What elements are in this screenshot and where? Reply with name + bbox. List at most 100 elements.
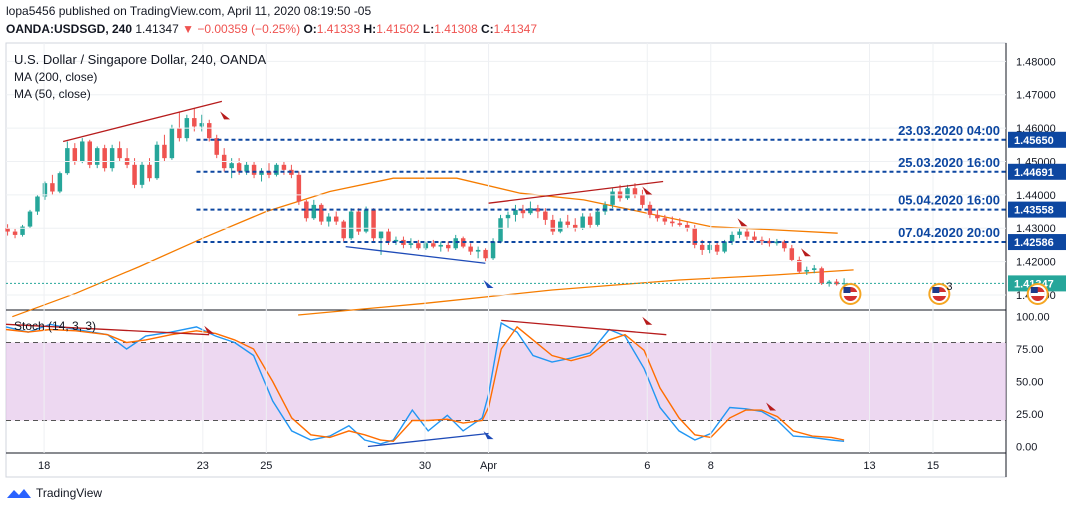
level-price-tag: [1008, 131, 1066, 148]
down-arrow-marker-icon: [204, 325, 215, 334]
stoch-tick-label: 50.00: [1016, 377, 1044, 389]
trend-line-red: [5, 323, 210, 336]
candle-body: [580, 216, 585, 229]
candle-body: [744, 231, 750, 237]
price-tick-label: 1.47000: [1016, 90, 1056, 102]
event-flag-canton: [843, 287, 851, 293]
candle-body: [625, 188, 630, 199]
candle-body: [550, 219, 556, 232]
candle-body: [169, 128, 175, 159]
level-label: 23.03.2020 04:00: [898, 123, 1000, 138]
stoch-tick-label: 100.00: [1016, 312, 1050, 324]
candle-body: [12, 231, 18, 235]
time-tick-label: 18: [38, 460, 50, 472]
candle-body: [528, 208, 533, 214]
candle-body: [20, 226, 25, 235]
down-arrow-marker-icon: [766, 402, 777, 411]
candle-body: [408, 243, 414, 245]
candle-body: [804, 269, 809, 272]
time-tick-label: 30: [419, 460, 431, 472]
candle-body: [498, 218, 503, 242]
last-price: 1.41347: [135, 22, 179, 36]
level-price-tag-text: 1.43558: [1014, 205, 1054, 217]
price-tick-label: 1.43000: [1016, 223, 1056, 235]
low-value: 1.41308: [434, 22, 478, 36]
candle-body: [774, 241, 780, 244]
candle-body: [834, 281, 839, 285]
candle-body: [229, 163, 234, 169]
footer: TradingView: [6, 486, 102, 500]
candle-body: [5, 228, 10, 232]
candle-body: [468, 246, 473, 252]
candle-body: [356, 211, 361, 232]
time-tick-label: 23: [197, 460, 209, 472]
time-tick-label: 25: [260, 460, 272, 472]
trend-line-blue: [367, 432, 489, 448]
candle-body: [117, 148, 122, 159]
candle-body: [281, 164, 287, 170]
candle-body: [326, 216, 331, 222]
stoch-tick-label: 25.00: [1016, 409, 1044, 421]
candle-body: [483, 249, 488, 259]
candle-body: [296, 174, 302, 202]
time-tick-label: 13: [863, 460, 875, 472]
candle-body: [647, 204, 653, 215]
down-arrow-marker-icon: [220, 111, 231, 120]
stochastic-pane: [5, 321, 1006, 445]
candle-body: [333, 216, 339, 222]
candle-body: [722, 241, 727, 252]
event-flag-canton: [1030, 287, 1038, 293]
candle-body: [797, 259, 802, 272]
down-arrow-marker-icon: [642, 316, 653, 325]
time-tick-label: Apr: [480, 460, 497, 472]
candle-body: [543, 211, 548, 220]
candle-body: [475, 249, 481, 252]
candle-body: [811, 268, 817, 270]
candle-body: [453, 238, 458, 249]
down-arrow-marker-icon: [737, 218, 748, 227]
level-price-tag-text: 1.45650: [1014, 135, 1054, 147]
candle-body: [132, 164, 137, 185]
candle-body: [304, 201, 309, 219]
high-label: H:: [363, 22, 377, 36]
candle-body: [274, 164, 279, 175]
candle-body: [752, 236, 757, 240]
level-price-tag: [1008, 234, 1066, 251]
close-value: 1.41347: [493, 22, 538, 36]
down-arrow-marker-icon: [642, 186, 653, 195]
up-arrow-marker-icon: [483, 279, 494, 288]
publish-line: lopa5456 published on TradingView.com, A…: [6, 4, 372, 18]
candle-body: [251, 164, 257, 175]
candle-body: [207, 123, 212, 139]
down-arrow-marker-icon: [801, 248, 811, 257]
candle-body: [393, 239, 399, 242]
legend-ma50: MA (50, close): [14, 87, 91, 101]
candle-body: [102, 148, 107, 169]
symbol: OANDA:USDSGD, 240: [6, 22, 133, 36]
candle-body: [162, 144, 167, 159]
candle-body: [610, 191, 615, 205]
trend-line-red: [62, 100, 223, 143]
candle-body: [826, 281, 832, 284]
event-badge-count: 3: [946, 281, 952, 293]
price-tick-label: 1.44000: [1016, 190, 1056, 202]
candle-body: [640, 194, 645, 205]
candle-body: [587, 216, 593, 225]
candle-body: [386, 231, 391, 242]
candle-body: [513, 209, 518, 215]
candle-body: [423, 243, 429, 249]
candle-body: [109, 148, 115, 169]
candle-body: [670, 221, 675, 224]
stoch-tick-label: 0.00: [1016, 442, 1037, 454]
candle-body: [692, 228, 697, 245]
level-label: 05.04.2020 16:00: [898, 193, 1000, 208]
candle-body: [27, 211, 33, 227]
event-flag-canton: [932, 287, 940, 293]
candle-body: [94, 148, 100, 165]
trend-line-red: [488, 180, 664, 204]
candle-body: [707, 244, 712, 250]
candle-body: [363, 209, 369, 232]
candle-body: [192, 118, 197, 127]
candle-body: [446, 244, 451, 249]
